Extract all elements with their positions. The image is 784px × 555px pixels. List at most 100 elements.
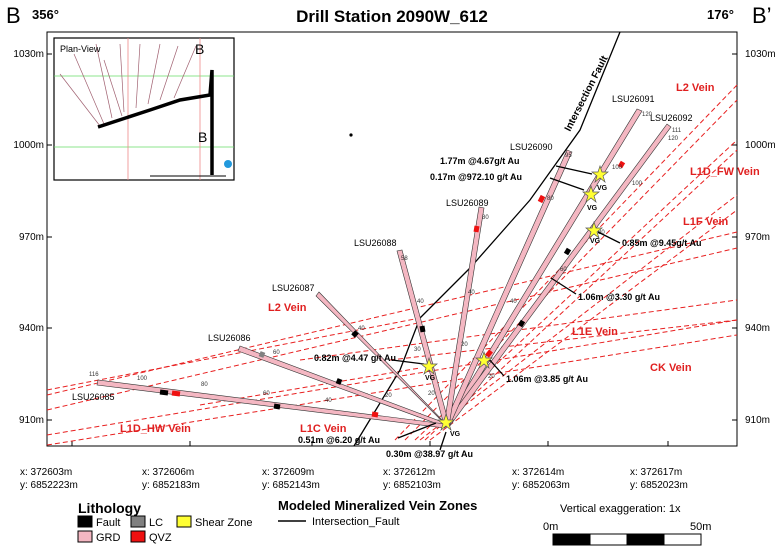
intercept-3: 0.85m @9.45g/t Au — [622, 238, 701, 248]
vein-label-l2-name: L2 Vein — [676, 82, 715, 94]
coord-x-5: x: 372614m — [512, 467, 564, 478]
inset-title: Plan-View — [60, 44, 101, 54]
svg-text:20: 20 — [385, 393, 392, 399]
elev-right-1030: 1030m — [745, 49, 776, 60]
intercept-2: 0.17m @972.10 g/t Au — [430, 172, 522, 182]
legend-zones-title: Modeled Mineralized Vein Zones — [278, 498, 477, 513]
coord-x-1: x: 372603m — [20, 467, 72, 478]
coord-x-4: x: 372612m — [383, 467, 435, 478]
plot-frame — [46, 31, 738, 447]
hole-lsu26088 — [396, 249, 450, 426]
plan-view-inset: Plan-View B B — [53, 37, 235, 181]
svg-text:40: 40 — [358, 326, 365, 332]
legend-label-shear: Shear Zone — [195, 517, 252, 529]
svg-text:30: 30 — [414, 347, 421, 353]
coord-x-2: x: 372606m — [142, 467, 194, 478]
svg-text:80: 80 — [482, 215, 489, 221]
azimuth-left: 356° — [32, 7, 59, 22]
svg-text:58: 58 — [401, 256, 408, 262]
vein-label-l1d-fw: L1D_FW Vein — [690, 166, 760, 178]
svg-text:95: 95 — [565, 153, 572, 159]
vein-label-l2-west: L2 Vein — [268, 302, 307, 314]
hole-label-lsu26090: LSU26090 — [510, 142, 553, 152]
legend-label-grd: GRD — [96, 532, 121, 544]
vg-label-2: VG — [587, 205, 598, 212]
elev-left-940: 940m — [19, 323, 44, 334]
legend-swatch-grd — [77, 530, 93, 543]
fault-label: Intersection Fault — [563, 54, 611, 134]
legend-swatch-fault — [77, 515, 93, 528]
legend-swatch-shear — [176, 515, 192, 528]
section-title: Drill Station 2090W_612 — [296, 7, 488, 26]
coord-y-2: y: 6852183m — [142, 480, 200, 491]
vg-stars — [420, 164, 609, 432]
lithology-markers — [159, 160, 626, 418]
hole-label-lsu26092: LSU26092 — [650, 113, 693, 123]
svg-text:20: 20 — [488, 374, 495, 380]
svg-text:20: 20 — [428, 391, 435, 397]
intercept-4: 1.06m @3.30 g/t Au — [578, 292, 660, 302]
legend-swatch-qvz — [130, 530, 146, 543]
legend-swatch-lc — [130, 515, 146, 528]
legend: Lithology Fault LC Shear Zone GRD QVZ Mo… — [77, 498, 711, 546]
coord-y-5: y: 6852063m — [512, 480, 570, 491]
coord-x-3: x: 372609m — [262, 467, 314, 478]
svg-text:60: 60 — [273, 350, 280, 356]
svg-text:40: 40 — [325, 398, 332, 404]
svg-text:100: 100 — [632, 181, 643, 187]
coord-y-4: y: 6852103m — [383, 480, 441, 491]
inset-marker-top: B — [195, 41, 204, 57]
hole-label-lsu26087: LSU26087 — [272, 283, 315, 293]
svg-text:40: 40 — [417, 299, 424, 305]
section-label-right: B’ — [752, 3, 772, 28]
intercept-6: 1.06m @3.85 g/t Au — [506, 374, 588, 384]
azimuth-right: 176° — [707, 7, 734, 22]
scale-bar — [552, 533, 702, 546]
elev-left-910: 910m — [19, 415, 44, 426]
vein-label-l1c: L1C Vein — [300, 423, 347, 435]
inset-marker-bottom: B — [198, 129, 207, 145]
svg-text:120: 120 — [642, 112, 653, 118]
svg-text:80: 80 — [547, 196, 554, 202]
elev-right-1000: 1000m — [745, 140, 776, 151]
intercept-5: 0.82m @4.47 g/t Au — [314, 353, 396, 363]
svg-text:116: 116 — [89, 372, 99, 378]
svg-text:100: 100 — [137, 376, 148, 382]
svg-text:100: 100 — [612, 165, 623, 171]
svg-text:120: 120 — [668, 136, 679, 142]
hole-label-lsu26088: LSU26088 — [354, 238, 397, 248]
vg-label-1: VG — [597, 185, 608, 192]
hole-label-lsu26089: LSU26089 — [446, 198, 489, 208]
svg-text:40: 40 — [468, 290, 475, 296]
vein-label-ck: CK Vein — [650, 362, 692, 374]
vein-label-l1e: L1E Vein — [572, 326, 618, 338]
svg-text:80: 80 — [201, 382, 208, 388]
intercept-8: 0.30m @38.97 g/t Au — [386, 449, 473, 459]
legend-label-fault: Fault — [96, 517, 120, 529]
coord-y-3: y: 6852143m — [262, 480, 320, 491]
elev-right-910: 910m — [745, 415, 770, 426]
intercept-arrows — [391, 165, 621, 451]
legend-fault-line-label: Intersection_Fault — [312, 516, 399, 528]
scale-end-label: 50m — [690, 521, 711, 533]
svg-text:60: 60 — [263, 391, 270, 397]
svg-text:80: 80 — [598, 230, 605, 236]
hole-label-lsu26085: LSU26085 — [72, 392, 115, 402]
svg-text:20: 20 — [461, 342, 468, 348]
elev-left-970: 970m — [19, 232, 44, 243]
hole-label-lsu26086: LSU26086 — [208, 333, 251, 343]
svg-text:40: 40 — [510, 299, 517, 305]
scale-start-label: 0m — [543, 521, 558, 533]
elev-right-970: 970m — [745, 232, 770, 243]
intercept-1: 1.77m @4.67g/t Au — [440, 156, 519, 166]
intercept-7: 0.51m @6.20 g/t Au — [298, 435, 380, 445]
vein-label-l1d-hw: L1D_HW Vein — [120, 423, 191, 435]
legend-lithology-title: Lithology — [78, 500, 141, 516]
coord-y-6: y: 6852023m — [630, 480, 688, 491]
legend-label-qvz: QVZ — [149, 532, 172, 544]
elev-left-1030: 1030m — [13, 49, 44, 60]
legend-label-lc: LC — [149, 517, 163, 529]
vg-label-5: VG — [450, 431, 461, 438]
coord-x-6: x: 372617m — [630, 467, 682, 478]
